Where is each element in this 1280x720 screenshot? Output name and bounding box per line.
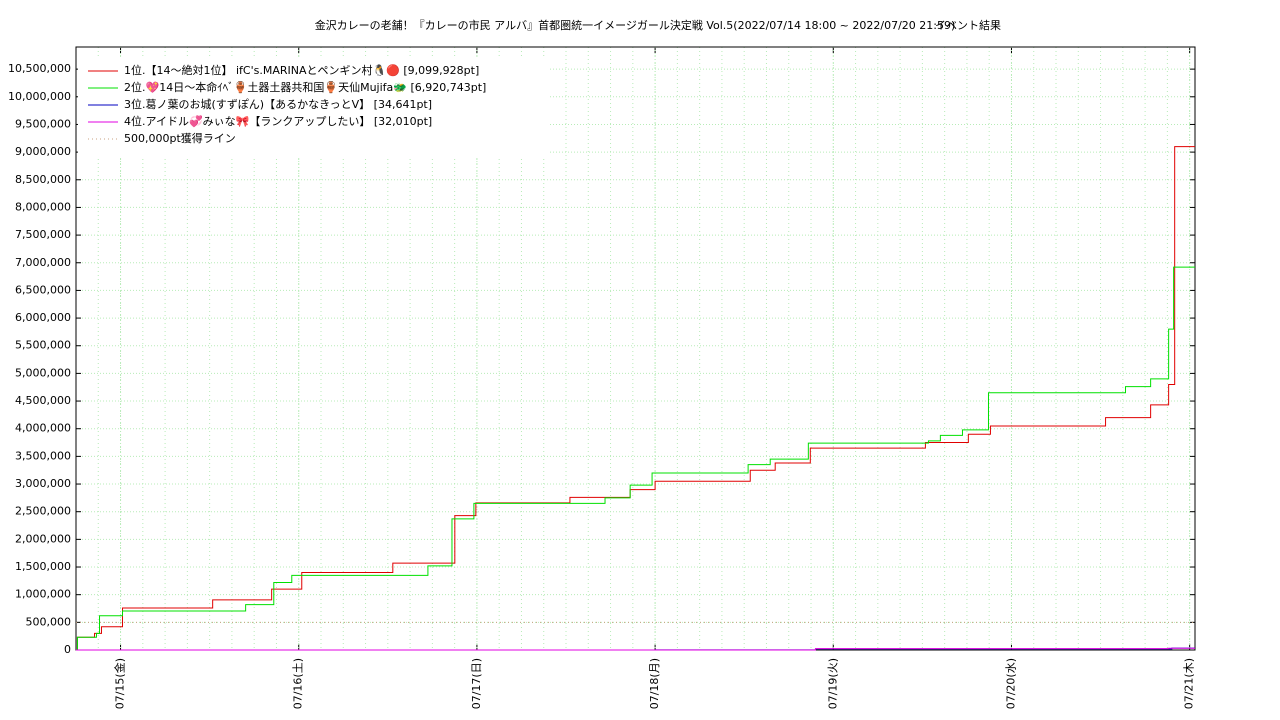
series-line (76, 266, 1195, 651)
y-tick-label: 2,500,000 (15, 505, 71, 518)
y-tick-label: 8,000,000 (15, 200, 71, 213)
y-tick-label: 7,500,000 (15, 228, 71, 241)
y-tick-label: 10,500,000 (8, 62, 71, 75)
x-tick-label: 07/17(日) (470, 658, 483, 709)
chart-subtitle: イベント結果 (935, 18, 1001, 32)
series-line (76, 146, 1195, 651)
x-tick-label: 07/16(土) (292, 658, 305, 709)
y-tick-label: 2,000,000 (15, 532, 71, 545)
y-tick-label: 4,000,000 (15, 422, 71, 435)
legend: 1位.【14〜絶対1位】 ifC's.MARINAとペンギン村🐧🔴 [9,099… (78, 57, 548, 157)
x-tick-label: 07/18(月) (648, 658, 661, 709)
legend-label: 1位.【14〜絶対1位】 ifC's.MARINAとペンギン村🐧🔴 [9,099… (124, 63, 479, 77)
series-line (76, 647, 1195, 651)
y-tick-label: 5,500,000 (15, 339, 71, 352)
legend-box (78, 57, 548, 157)
y-tick-label: 9,500,000 (15, 117, 71, 130)
y-tick-label: 3,500,000 (15, 449, 71, 462)
y-tick-label: 6,500,000 (15, 283, 71, 296)
legend-label: 500,000pt獲得ライン (124, 132, 236, 145)
x-tick-label: 07/15(金) (113, 658, 127, 709)
y-tick-label: 3,000,000 (15, 477, 71, 490)
y-tick-label: 0 (64, 643, 71, 656)
legend-label: 3位.葛ノ葉のお城(すずぽん)【あるかなきっとV】 [34,641pt] (124, 97, 432, 111)
legend-label: 4位.アイドル💞みぃな🎀【ランクアップしたい】 [32,010pt] (124, 114, 432, 128)
x-tick-label: 07/20(水) (1004, 658, 1017, 709)
y-tick-label: 5,000,000 (15, 366, 71, 379)
x-tick-label: 07/21(木) (1183, 658, 1196, 709)
y-tick-label: 1,000,000 (15, 588, 71, 601)
y-tick-label: 4,500,000 (15, 394, 71, 407)
y-tick-label: 500,000 (26, 615, 72, 628)
x-tick-label: 07/19(火) (826, 658, 839, 709)
y-tick-label: 1,500,000 (15, 560, 71, 573)
y-tick-label: 9,000,000 (15, 145, 71, 158)
y-tick-label: 7,000,000 (15, 256, 71, 269)
y-tick-label: 8,500,000 (15, 173, 71, 186)
legend-label: 2位.💖14日〜本命ｲﾍﾞ🏺土器土器共和国🏺天仙Mujifa🐲 [6,920,7… (124, 80, 486, 94)
y-tick-label: 6,000,000 (15, 311, 71, 324)
y-tick-label: 10,000,000 (8, 90, 71, 103)
chart-title: 金沢カレーの老舗！『カレーの市民 アルバ』首都圏統一イメージガール決定戦 Vol… (315, 18, 956, 32)
